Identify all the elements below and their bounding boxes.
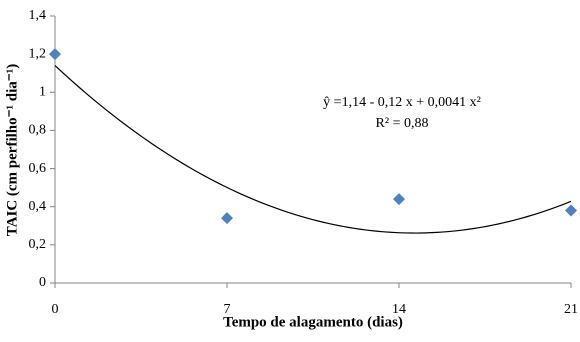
x-axis-title: Tempo de alagamento (dias): [223, 314, 403, 330]
y-tick-label: 0,4: [29, 199, 47, 214]
y-axis-title: TAIC (cm perfilho⁻¹ dia⁻¹): [4, 64, 20, 236]
fit-equation: ŷ =1,14 - 0,12 x + 0,0041 x²: [323, 95, 481, 110]
y-tick-label: 0,2: [29, 237, 47, 252]
fit-r2: R² = 0,88: [376, 116, 429, 131]
y-tick-label: 1,4: [29, 8, 47, 23]
point: [565, 204, 577, 217]
y-tick-label: 0,8: [29, 123, 47, 138]
point: [49, 48, 61, 61]
y-tick-label: 0: [39, 275, 46, 290]
point: [393, 193, 405, 206]
x-tick-label: 21: [564, 302, 578, 317]
y-tick-label: 0,6: [29, 161, 47, 176]
point: [221, 212, 233, 225]
x-tick-label: 7: [224, 302, 231, 317]
trend-curve: [54, 65, 572, 234]
y-tick-label: 1,2: [29, 46, 47, 61]
y-tick-label: 1: [39, 85, 46, 100]
x-tick-label: 0: [52, 302, 59, 317]
x-tick-label: 14: [392, 302, 406, 317]
